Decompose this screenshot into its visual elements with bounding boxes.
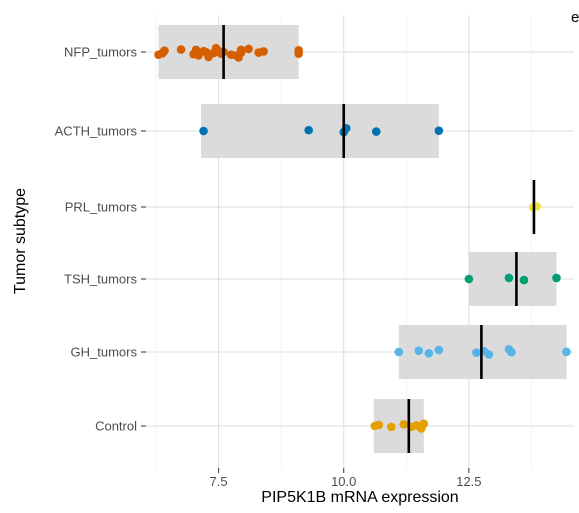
plot-panel bbox=[146, 15, 574, 468]
x-axis-ticks: 7.5 10.0 12.5 bbox=[210, 468, 482, 489]
data-point-Control bbox=[386, 422, 396, 432]
data-point-NFP_tumors bbox=[176, 45, 186, 54]
data-point-TSH_tumors bbox=[519, 275, 529, 285]
y-tick-label: TSH_tumors bbox=[64, 272, 137, 287]
x-axis-title: PIP5K1B mRNA expression bbox=[261, 489, 458, 506]
data-point-Control bbox=[399, 420, 409, 429]
y-tick-label: Control bbox=[95, 419, 137, 434]
data-point-GH_tumors bbox=[472, 348, 481, 357]
data-point-ACTH_tumors bbox=[304, 125, 313, 135]
x-tick-label: 10.0 bbox=[331, 474, 356, 489]
data-point-GH_tumors bbox=[414, 346, 424, 355]
y-axis-ticks: NFP_tumors ACTH_tumors PRL_tumors TSH_tumor… bbox=[55, 45, 146, 434]
data-point-TSH_tumors bbox=[504, 273, 514, 283]
y-tick-label: GH_tumors bbox=[71, 345, 138, 360]
data-point-GH_tumors bbox=[424, 349, 434, 358]
x-tick-label: 12.5 bbox=[456, 474, 481, 489]
data-point-NFP_tumors bbox=[236, 48, 246, 57]
data-point-Control bbox=[374, 420, 384, 430]
data-point-ACTH_tumors bbox=[199, 126, 208, 136]
data-point-NFP_tumors bbox=[259, 47, 268, 56]
range-box-ACTH_tumors bbox=[201, 104, 439, 158]
data-point-NFP_tumors bbox=[294, 46, 303, 55]
data-points bbox=[154, 43, 571, 433]
data-point-GH_tumors bbox=[484, 350, 494, 359]
data-point-ACTH_tumors bbox=[434, 126, 444, 135]
panel-tag: e bbox=[571, 9, 579, 26]
data-point-GH_tumors bbox=[434, 345, 444, 355]
data-point-GH_tumors bbox=[562, 347, 571, 357]
y-axis-title: Tumor subtype bbox=[12, 188, 29, 294]
data-point-TSH_tumors bbox=[552, 273, 561, 283]
data-point-Control bbox=[419, 419, 429, 429]
data-point-GH_tumors bbox=[507, 347, 516, 357]
x-tick-label: 7.5 bbox=[210, 474, 228, 489]
data-point-NFP_tumors bbox=[160, 46, 169, 55]
data-point-ACTH_tumors bbox=[371, 127, 381, 136]
median-lines bbox=[222, 25, 536, 453]
y-tick-label: PRL_tumors bbox=[65, 200, 138, 215]
y-tick-label: ACTH_tumors bbox=[55, 124, 138, 139]
data-point-NFP_tumors bbox=[244, 44, 253, 54]
data-point-GH_tumors bbox=[394, 347, 404, 357]
y-tick-label: NFP_tumors bbox=[64, 45, 137, 60]
data-point-TSH_tumors bbox=[464, 274, 474, 284]
